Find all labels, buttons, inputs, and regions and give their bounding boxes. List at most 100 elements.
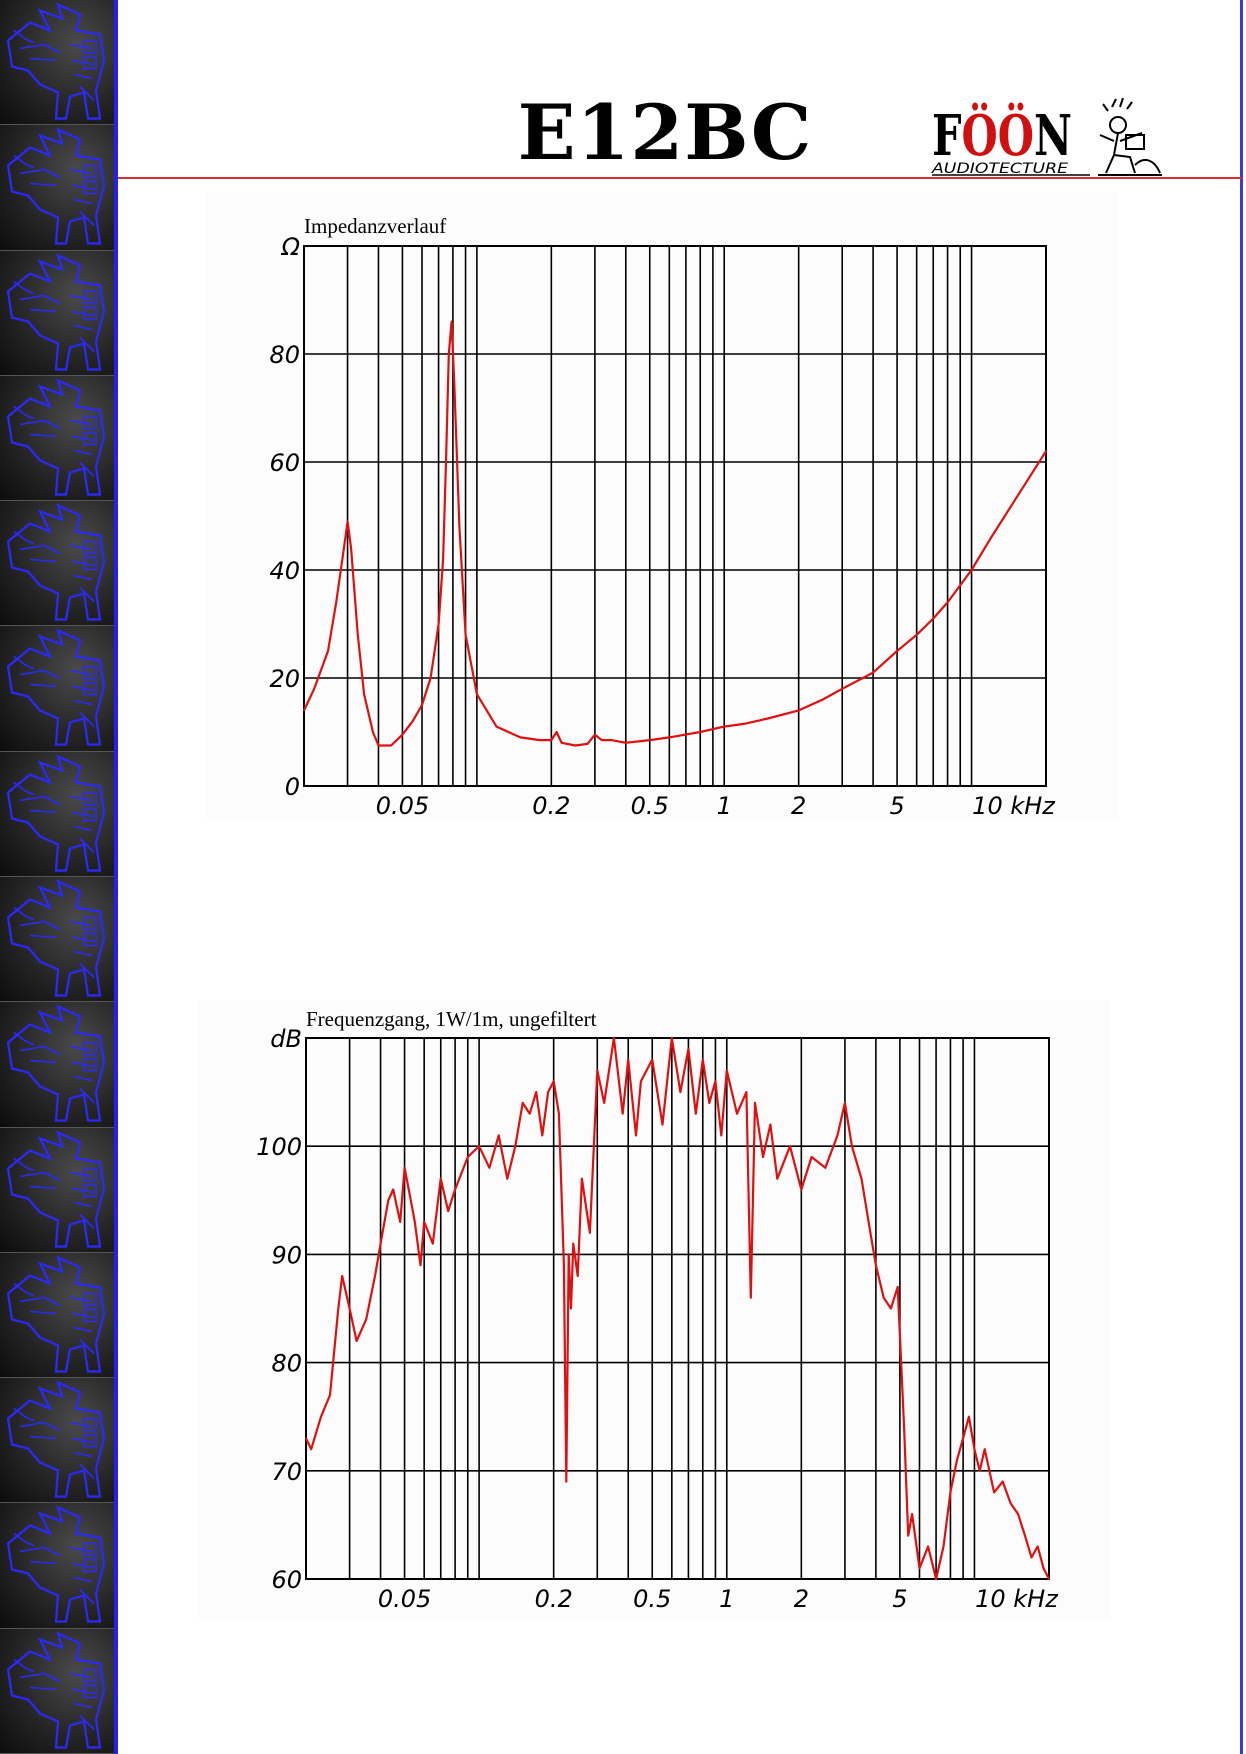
impedance-series-line bbox=[303, 320, 1047, 747]
impedance-data-point bbox=[610, 739, 613, 741]
model-title: E12BC bbox=[517, 88, 813, 177]
winged-bull-relief-icon bbox=[0, 1127, 118, 1253]
impedance-data-point bbox=[411, 720, 414, 723]
impedance-data-point bbox=[915, 633, 918, 636]
header-divider bbox=[118, 177, 1242, 179]
impedance-data-point bbox=[437, 623, 440, 625]
aztec-figure-icon bbox=[1098, 97, 1162, 176]
impedance-data-point bbox=[327, 650, 329, 652]
impedance-data-point bbox=[476, 693, 478, 696]
sidebar-edge bbox=[114, 0, 118, 1754]
winged-bull-relief-icon bbox=[0, 250, 118, 376]
impedance-x-tick-label: 0.2 bbox=[532, 792, 570, 820]
brand-logo-wordmark: FÖÖN bbox=[932, 102, 1072, 169]
impedance-data-point bbox=[574, 744, 577, 747]
impedance-data-point bbox=[303, 709, 305, 712]
impedance-data-point bbox=[555, 731, 558, 733]
impedance-data-point bbox=[445, 461, 447, 463]
impedance-data-point bbox=[519, 736, 522, 739]
impedance-data-point bbox=[343, 547, 345, 550]
impedance-data-point bbox=[350, 547, 352, 550]
impedance-data-point bbox=[1045, 450, 1047, 453]
impedance-data-point bbox=[363, 693, 365, 696]
impedance-data-point bbox=[723, 725, 726, 728]
impedance-data-point bbox=[539, 739, 541, 741]
brand-logo-tagline: AUDIOTECTURE bbox=[931, 161, 1068, 177]
impedance-plot-frame bbox=[303, 245, 1047, 787]
impedance-y-tick-label: 40 bbox=[269, 557, 300, 585]
impedance-x-tick-label: 0.5 bbox=[631, 792, 669, 820]
winged-bull-relief-icon bbox=[0, 626, 118, 752]
impedance-data-point bbox=[464, 633, 467, 636]
impedance-data-point bbox=[421, 704, 423, 706]
impedance-x-tick-label: 5 bbox=[889, 792, 904, 820]
impedance-data-point bbox=[377, 744, 380, 747]
impedance-data-point bbox=[495, 725, 498, 728]
winged-bull-relief-icon bbox=[0, 1252, 118, 1379]
impedance-y-tick-label: 60 bbox=[269, 449, 300, 477]
impedance-data-point bbox=[766, 717, 769, 720]
impedance-x-tick-label: 10 kHz bbox=[972, 792, 1056, 820]
winged-bull-relief-icon bbox=[0, 0, 118, 126]
impedance-data-point bbox=[390, 744, 392, 747]
impedance-x-tick-label: 1 bbox=[717, 792, 732, 820]
impedance-data-point bbox=[586, 743, 589, 745]
impedance-data-point bbox=[970, 569, 973, 571]
impedance-y-tick-label: 80 bbox=[269, 341, 300, 369]
impedance-data-point bbox=[372, 731, 374, 733]
impedance-chart-panel bbox=[206, 192, 1118, 820]
winged-bull-relief-icon bbox=[0, 375, 118, 502]
impedance-data-point bbox=[346, 520, 349, 523]
impedance-data-point bbox=[356, 633, 359, 636]
impedance-y-tick-label: 0 bbox=[285, 773, 300, 801]
impedance-data-point bbox=[1014, 498, 1016, 501]
impedance-data-point bbox=[335, 601, 338, 604]
impedance-data-point bbox=[447, 353, 450, 355]
impedance-data-point bbox=[821, 698, 824, 701]
page-right-edge bbox=[1240, 0, 1243, 1754]
impedance-data-point bbox=[458, 525, 461, 528]
winged-bull-relief-icon bbox=[0, 1503, 118, 1629]
impedance-data-point bbox=[668, 736, 671, 739]
winged-bull-relief-icon bbox=[0, 1002, 118, 1128]
brand-logo-graphic: FÖÖN AUDIOTECTURE bbox=[931, 97, 1162, 177]
impedance-grid bbox=[303, 245, 1047, 787]
impedance-data-point bbox=[560, 741, 563, 744]
impedance-data-point bbox=[648, 739, 651, 741]
winged-bull-relief-icon bbox=[0, 1378, 118, 1504]
winged-bull-relief-icon bbox=[0, 125, 118, 251]
impedance-data-point bbox=[699, 731, 702, 733]
impedance-data-points bbox=[303, 320, 1047, 747]
brand-logo: FÖÖN AUDIOTECTURE bbox=[930, 95, 1170, 177]
impedance-y-tick-label: 20 bbox=[269, 665, 300, 693]
impedance-data-point bbox=[600, 739, 603, 741]
impedance-data-point bbox=[313, 687, 316, 690]
impedance-data-point bbox=[453, 380, 456, 382]
impedance-data-point bbox=[442, 558, 444, 561]
impedance-data-point bbox=[450, 320, 453, 323]
impedance-data-point bbox=[429, 677, 432, 679]
impedance-data-point bbox=[594, 733, 596, 736]
frequency-response-chart-title: Frequenzgang, 1W/1m, ungefiltert bbox=[306, 1007, 597, 1031]
impedance-data-point bbox=[872, 671, 874, 674]
impedance-data-point bbox=[401, 733, 404, 736]
impedance-data-point bbox=[896, 650, 898, 652]
impedance-data-point bbox=[932, 617, 935, 620]
winged-bull-relief-icon bbox=[0, 501, 118, 627]
impedance-x-tick-label: 2 bbox=[791, 792, 806, 820]
impedance-data-point bbox=[550, 739, 553, 741]
impedance-x-tick-label: 0.05 bbox=[376, 792, 429, 820]
winged-bull-relief-icon bbox=[0, 751, 118, 877]
impedance-data-point bbox=[742, 723, 745, 725]
impedance-data-point bbox=[797, 709, 800, 712]
sidebar-art-strip bbox=[0, 0, 118, 1754]
winged-bull-relief-icon bbox=[0, 877, 118, 1003]
impedance-y-tick-label: Ω bbox=[281, 233, 301, 261]
impedance-data-point bbox=[990, 536, 992, 539]
impedance-data-point bbox=[946, 601, 949, 604]
impedance-data-point bbox=[841, 687, 844, 690]
impedance-chart-title: Impedanzverlauf bbox=[304, 214, 447, 238]
impedance-data-point bbox=[624, 741, 627, 744]
winged-bull-relief-icon bbox=[0, 1628, 118, 1754]
